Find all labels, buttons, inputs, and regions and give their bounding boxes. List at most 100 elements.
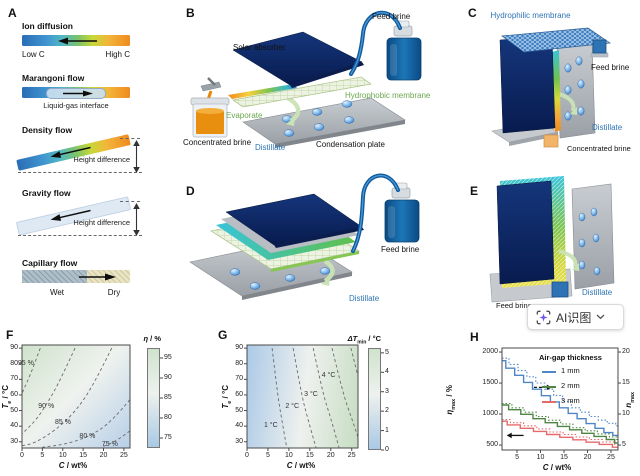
y-tick-label-left: 2000 bbox=[482, 348, 498, 356]
capillary-right-arrow-icon bbox=[79, 273, 116, 281]
panel-label-h: H bbox=[470, 330, 479, 344]
y-axis-label: Te / °C bbox=[221, 385, 233, 409]
legend-line-3mm bbox=[542, 400, 556, 403]
y-tick-label-right: 10 bbox=[622, 410, 630, 418]
panel-label-g: G bbox=[218, 328, 228, 342]
panel-c-illustration bbox=[491, 27, 611, 148]
contour-plot-efficiency: 0 5 10 15 20 25 30 40 50 60 70 80 90 95 % 90 % 85 % 80 %… bbox=[0, 322, 215, 476]
chevron-down-icon bbox=[596, 314, 605, 320]
colorbar-tick-label: 3 bbox=[385, 387, 389, 395]
y-tick-label: 80 bbox=[10, 359, 18, 367]
colorbar-tick-label: 5 bbox=[385, 348, 389, 356]
series-3mm-max-efficiency bbox=[502, 420, 618, 448]
x-tick-label: 10 bbox=[58, 452, 67, 459]
hydrophobic-membrane-label: Hydrophobic membrane bbox=[345, 91, 431, 100]
solar-absorber-label: Solar absorber bbox=[233, 43, 286, 52]
legend-title: Air-gap thickness bbox=[539, 353, 602, 362]
x-axis-label: C / wt% bbox=[542, 463, 572, 472]
density-flow-title: Density flow bbox=[22, 125, 73, 135]
high-c-label: High C bbox=[105, 50, 130, 59]
x-tick-label: 15 bbox=[79, 452, 88, 459]
y-tick-label: 60 bbox=[10, 390, 18, 398]
y-tick-label: 90 bbox=[235, 344, 243, 352]
contour-label: 1 °C bbox=[263, 422, 278, 430]
contour-label: 85 % bbox=[54, 419, 71, 427]
feed-brine-label-d: Feed brine bbox=[381, 245, 420, 254]
ai-image-recognition-button[interactable]: AI识图 bbox=[527, 304, 624, 330]
x-tick-label: 5 bbox=[515, 454, 519, 461]
contour-label: 3 °C bbox=[304, 390, 318, 398]
x-tick-label: 10 bbox=[536, 454, 545, 461]
contour-svg bbox=[19, 344, 163, 451]
panel-label-c: C bbox=[468, 6, 477, 20]
height-double-arrow-icon bbox=[133, 140, 140, 173]
y-axis-label-left: ηmax / % bbox=[445, 385, 457, 415]
contour-line bbox=[21, 347, 113, 447]
x-tick-label: 5 bbox=[40, 452, 45, 459]
y-tick-label-left: 1500 bbox=[482, 379, 498, 387]
contour-line bbox=[271, 348, 288, 449]
y-axis-label-right: nmax bbox=[624, 391, 636, 408]
distillate-label-b: Distillate bbox=[255, 143, 286, 152]
ion-diffusion-title: Ion diffusion bbox=[22, 21, 73, 31]
legend-label: 2 mm bbox=[561, 381, 580, 390]
evaporate-label: Evaporate bbox=[226, 111, 263, 120]
panel-label-f: F bbox=[6, 328, 14, 342]
contour-plot-area bbox=[247, 345, 358, 448]
x-tick-label: 15 bbox=[305, 452, 314, 459]
colorbar bbox=[368, 348, 381, 450]
gravity-double-arrow-icon bbox=[133, 203, 140, 236]
contour-line bbox=[21, 347, 41, 394]
colorbar-tick-label: 90 bbox=[164, 374, 172, 381]
colorbar-tick-label: 85 bbox=[164, 394, 172, 401]
contour-label: 80 % bbox=[79, 433, 96, 441]
distillate-label-d: Distillate bbox=[349, 294, 380, 303]
contour-svg bbox=[244, 344, 384, 451]
right-arrow-icon bbox=[63, 90, 93, 96]
x-tick-label: 0 bbox=[245, 452, 249, 459]
condensation-plate-label: Condensation plate bbox=[316, 140, 385, 149]
legend-label: 3 mm bbox=[561, 396, 580, 405]
panel-label-d: D bbox=[186, 184, 195, 198]
y-tick-label: 50 bbox=[10, 406, 18, 414]
contour-plot-area bbox=[22, 345, 130, 448]
y-tick-label: 80 bbox=[235, 359, 243, 367]
density-left-arrow-icon bbox=[50, 146, 91, 158]
x-tick-label: 15 bbox=[560, 454, 568, 461]
x-tick-label: 25 bbox=[347, 452, 356, 459]
contour-label: 95 % bbox=[17, 359, 34, 367]
y-tick-label: 70 bbox=[235, 375, 243, 383]
gravity-left-arrow-icon bbox=[50, 209, 91, 221]
density-bottom-dashed-line bbox=[18, 172, 142, 173]
contour-label: 4 °C bbox=[321, 372, 336, 380]
x-tick-label: 20 bbox=[326, 452, 335, 459]
x-tick-label: 10 bbox=[284, 452, 293, 459]
colorbar-tick-label: 1 bbox=[385, 426, 389, 434]
left-arrow-icon bbox=[58, 37, 97, 45]
x-tick-label: 25 bbox=[607, 454, 615, 461]
series-1mm-max-efficiency bbox=[502, 360, 618, 437]
ai-button-label: AI识图 bbox=[556, 310, 592, 325]
y-tick-label: 40 bbox=[235, 422, 243, 430]
step-chart-air-gap: 5 10 15 20 25 500 1000 1500 2000 5 10 15 20 Air-gap t… bbox=[445, 322, 640, 476]
colorbar bbox=[147, 348, 160, 448]
panel-d-illustration bbox=[189, 173, 420, 300]
colorbar-tick-label: 75 bbox=[164, 434, 172, 441]
feed-brine-label-e: Feed brine bbox=[496, 301, 532, 310]
series-2mm-max-efficiency bbox=[502, 404, 618, 444]
feed-brine-label-b: Feed brine bbox=[372, 12, 411, 21]
colorbar-title: ΔTmin / °C bbox=[347, 334, 381, 346]
panel-label-e: E bbox=[470, 184, 479, 198]
x-axis-label: C / wt% bbox=[58, 461, 88, 470]
panel-b-illustration bbox=[190, 10, 422, 148]
y-tick-label-left: 500 bbox=[486, 441, 498, 449]
y-tick-label: 30 bbox=[10, 437, 18, 445]
contour-line bbox=[21, 347, 76, 435]
legend-label: 1 mm bbox=[561, 366, 580, 375]
hydrophilic-membrane-label: Hydrophilic membrane bbox=[490, 11, 571, 20]
y-tick-label-right: 20 bbox=[622, 348, 630, 356]
gravity-flow-title: Gravity flow bbox=[22, 188, 71, 198]
x-tick-label: 5 bbox=[265, 452, 270, 459]
wet-label: Wet bbox=[49, 288, 65, 297]
